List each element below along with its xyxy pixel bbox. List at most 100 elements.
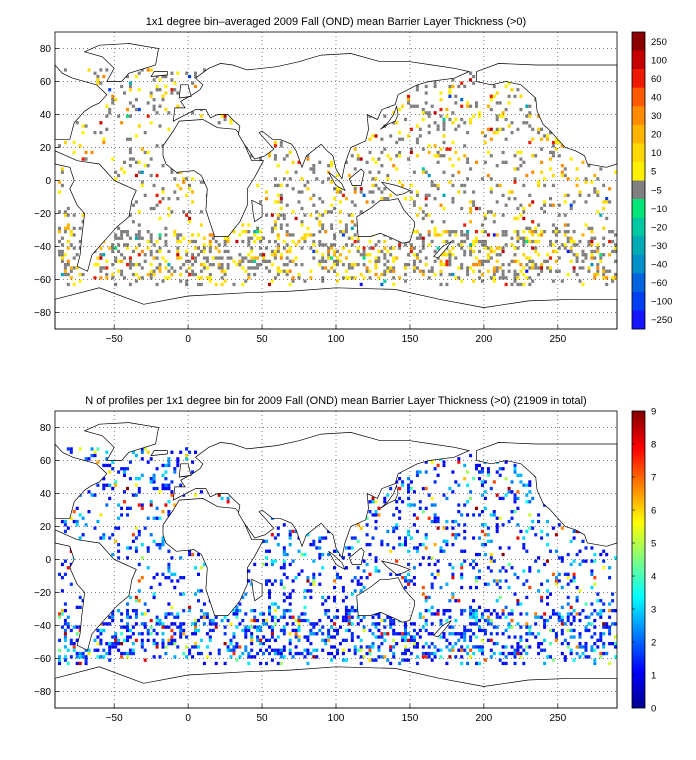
data-cell [108,88,112,92]
data-cell [318,556,322,560]
data-cell [321,595,325,600]
data-cell [259,628,263,633]
data-cell [164,243,168,247]
data-cell [380,282,384,287]
data-cell [513,216,517,221]
data-cell [179,576,183,580]
data-cell [279,651,283,656]
data-cell [478,569,481,573]
data-cell [534,266,538,270]
data-cell [392,651,396,656]
data-cell [226,500,230,504]
data-cell [415,266,419,270]
data-cell [303,233,307,237]
data-cell [173,632,177,636]
data-cell [554,582,558,586]
data-cell [386,177,390,181]
data-cell [315,546,319,550]
data-cell [498,546,502,550]
data-cell [217,249,221,254]
data-cell [270,230,274,234]
data-cell [569,239,573,244]
data-cell [557,556,561,560]
data-cell [137,230,141,234]
data-cell [365,543,369,547]
data-cell [466,160,470,164]
data-cell [401,500,405,504]
data-cell [362,263,366,267]
data-cell [259,661,263,666]
data-cell [161,642,165,646]
data-cell [483,533,487,537]
data-cell [336,576,339,580]
colorbar-tick-label: 0 [651,704,656,715]
data-cell [475,206,478,211]
y-tick-label: −60 [34,275,51,286]
data-cell [404,638,407,642]
data-cell [152,486,156,491]
data-cell [330,645,334,649]
data-cell [111,467,115,471]
data-cell [584,256,588,260]
data-cell [336,628,339,633]
data-cell [66,226,70,230]
data-cell [560,170,564,174]
data-cell [117,526,121,530]
data-cell [599,615,603,619]
data-cell [324,266,328,270]
data-cell [602,266,606,270]
data-cell [587,622,591,626]
data-cell [60,170,64,174]
data-cell [519,625,523,629]
data-cell [430,585,434,590]
data-cell [220,282,224,287]
data-cell [374,183,378,188]
data-cell [469,496,473,501]
data-cell [282,546,286,550]
data-cell [170,638,174,642]
data-cell [525,638,529,642]
data-cell [525,269,529,273]
data-cell [460,566,464,570]
data-cell [510,516,514,520]
data-cell [208,263,212,267]
data-cell [407,638,410,642]
data-cell [448,642,452,646]
data-cell [537,589,541,593]
data-cell [324,536,328,540]
data-cell [469,638,473,642]
data-cell [608,200,612,204]
data-cell [531,266,535,270]
data-cell [66,259,70,263]
data-cell [232,632,236,636]
data-cell [528,526,532,530]
data-cell [247,223,251,227]
data-cell [344,628,348,633]
data-cell [430,104,434,108]
data-cell [137,276,141,280]
data-cell [339,190,342,194]
data-cell [463,463,467,468]
data-cell [566,615,570,619]
data-cell [134,599,138,603]
data-cell [256,263,260,267]
data-cell [460,243,464,247]
data-cell [560,605,564,609]
data-cell [412,253,416,257]
data-cell [120,269,124,273]
data-cell [475,585,478,590]
data-cell [415,256,419,260]
data-cell [442,127,446,131]
data-cell [457,84,461,89]
data-cell [265,622,268,626]
data-cell [486,173,490,178]
data-cell [395,154,399,158]
data-cell [486,256,490,260]
data-cell [605,625,609,629]
data-cell [288,249,292,254]
data-cell [140,632,144,636]
data-cell [371,645,375,649]
data-cell [472,632,476,636]
data-cell [543,612,547,616]
